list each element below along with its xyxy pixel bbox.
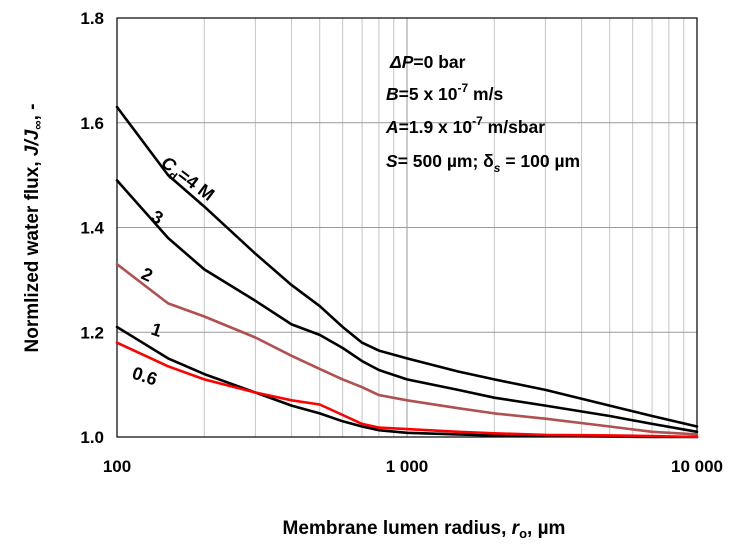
- plot-frame: [116, 17, 698, 438]
- y-tick-label: 1.4: [80, 219, 104, 238]
- y-axis-label: Normlized water flux, J/J∞, -: [22, 104, 45, 353]
- annotation-delta-p: ΔP=0 bar: [389, 52, 466, 72]
- tick-labels: 1.0 1.2 1.4 1.6 1.8 100 1 000 10 000: [80, 9, 723, 476]
- y-tick-label: 1.6: [80, 114, 104, 133]
- y-tick-label: 1.0: [80, 428, 104, 447]
- series-line-3: [115, 179, 699, 434]
- x-tick-label: 100: [103, 457, 131, 476]
- annotation-b: B=5 x 10-7 m/s: [386, 81, 503, 104]
- y-tick-label: 1.2: [80, 323, 104, 342]
- annotation-s: S= 500 µm; δs = 100 µm: [386, 151, 580, 175]
- x-tick-label: 1 000: [386, 457, 429, 476]
- series-layer: [115, 105, 699, 439]
- series-line-2: [115, 262, 699, 436]
- annotation-a: A=1.9 x 10-7 m/sbar: [385, 114, 545, 137]
- y-tick-label: 1.8: [80, 9, 104, 28]
- series-line-0-6: [115, 341, 699, 439]
- x-tick-label: 10 000: [671, 457, 723, 476]
- x-axis-label: Membrane lumen radius, ro, µm: [283, 518, 566, 541]
- series-line-cd-4-m: [115, 105, 699, 428]
